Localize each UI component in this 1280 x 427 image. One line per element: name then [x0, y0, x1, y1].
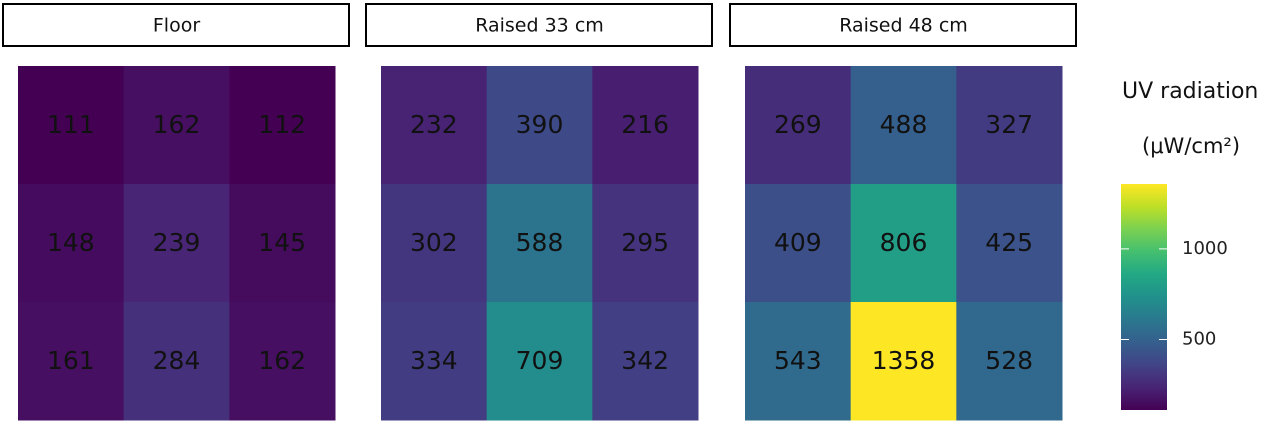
heat-cell: [18, 66, 125, 185]
heat-cell: [229, 66, 336, 185]
strip: [365, 3, 713, 47]
cell-label: 111: [47, 110, 95, 139]
cell-label: 161: [47, 346, 95, 375]
heat-cell: [592, 302, 699, 421]
cell-label: 295: [621, 228, 669, 257]
cell-label: 302: [410, 228, 458, 257]
cell-label: 162: [258, 346, 306, 375]
heat-cell: [18, 184, 125, 303]
heat-cell: [745, 184, 852, 303]
heat-cell: [850, 66, 957, 185]
cell-label: 342: [621, 346, 669, 375]
heat-cell: [956, 66, 1063, 185]
cell-label: 216: [621, 110, 669, 139]
cell-label: 232: [410, 110, 458, 139]
heat-cell: [229, 184, 336, 303]
colorbar: [1121, 184, 1167, 410]
cell-label: 806: [880, 228, 928, 257]
cell-label: 528: [985, 346, 1033, 375]
cell-label: 409: [774, 228, 822, 257]
heat-cell: [745, 66, 852, 185]
cell-label: 162: [153, 110, 201, 139]
cell-label: 1358: [872, 346, 936, 375]
facet-title: Raised 48 cm: [839, 15, 968, 37]
heat-cell: [592, 184, 699, 303]
heat-cell: [381, 184, 488, 303]
cell-label: 145: [258, 228, 306, 257]
cell-label: 425: [985, 228, 1033, 257]
cell-label: 390: [516, 110, 564, 139]
heat-cell: [123, 184, 230, 303]
heat-cell: [486, 302, 593, 421]
cell-label: 327: [985, 110, 1033, 139]
heat-cell: [745, 302, 852, 421]
heat-cell: [381, 66, 488, 185]
strip: [2, 3, 350, 47]
strip: [729, 3, 1077, 47]
heat-cell: [850, 302, 957, 421]
colorbar-tick-label: 1000: [1182, 238, 1228, 259]
cell-label: 588: [516, 228, 564, 257]
heat-cell: [229, 302, 336, 421]
cell-label: 148: [47, 228, 95, 257]
legend-unit: (μW/cm²): [1142, 134, 1240, 158]
cell-label: 709: [516, 346, 564, 375]
cell-label: 543: [774, 346, 822, 375]
heat-cell: [381, 302, 488, 421]
heat-cell: [592, 66, 699, 185]
heat-cell: [486, 66, 593, 185]
heat-cell: [956, 302, 1063, 421]
cell-label: 284: [153, 346, 201, 375]
facet-title: Floor: [153, 15, 200, 37]
heat-cell: [123, 66, 230, 185]
heat-cell: [486, 184, 593, 303]
cell-label: 239: [153, 228, 201, 257]
cell-label: 112: [258, 110, 306, 139]
cell-label: 334: [410, 346, 458, 375]
facet-title: Raised 33 cm: [475, 15, 604, 37]
heat-cell: [850, 184, 957, 303]
cell-label: 269: [774, 110, 822, 139]
heat-cell: [18, 302, 125, 421]
heat-cell: [123, 302, 230, 421]
cell-label: 488: [880, 110, 928, 139]
legend-title: UV radiation: [1122, 79, 1258, 104]
heat-cell: [956, 184, 1063, 303]
colorbar-tick-label: 500: [1182, 328, 1216, 349]
